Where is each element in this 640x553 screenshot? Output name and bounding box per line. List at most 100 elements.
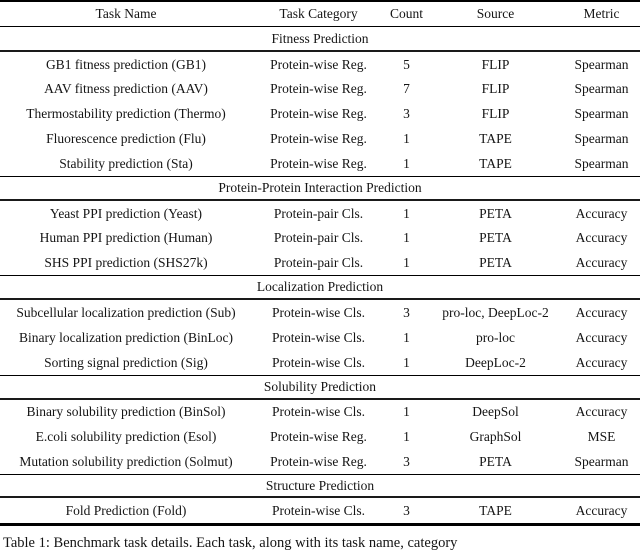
cell-metric: Accuracy (575, 205, 628, 221)
cell-metric: Spearman (574, 454, 629, 469)
cell-count: 5 (403, 56, 410, 72)
section-header-localization-prediction: Localization Prediction (0, 275, 640, 301)
cell-task-name: GB1 fitness prediction (GB1) (45, 56, 207, 72)
table-row: Fluorescence prediction (Flu) Protein-wi… (0, 126, 640, 151)
cell-task-category: Protein-wise Cls. (272, 502, 365, 518)
cell-task-name: Yeast PPI prediction (Yeast) (49, 205, 203, 221)
cell-task-category: Protein-wise Reg. (270, 429, 367, 445)
cell-metric: Accuracy (575, 230, 628, 246)
cell-task-category: Protein-wise Reg. (270, 131, 367, 147)
cell-source: TAPE (479, 502, 512, 518)
section-title: Localization Prediction (256, 279, 384, 295)
cell-task-category: Protein-wise Reg. (270, 81, 367, 97)
section-title: Protein-Protein Interaction Prediction (218, 179, 422, 195)
cell-metric: Accuracy (575, 404, 628, 420)
cell-metric: MSE (587, 429, 616, 445)
cell-source: DeepSol (472, 404, 519, 420)
cell-count: 3 (403, 305, 410, 321)
table-row: SHS PPI prediction (SHS27k) Protein-pair… (0, 251, 640, 276)
section-title: Structure Prediction (265, 477, 375, 493)
cell-task-name: Binary solubility prediction (BinSol) (26, 404, 226, 420)
cell-source: GraphSol (469, 429, 522, 445)
section-title: Solubility Prediction (263, 378, 377, 394)
column-header-task-name: Task Name (95, 6, 157, 22)
cell-source: PETA (479, 230, 512, 246)
cell-task-name: Fluorescence prediction (Flu) (46, 131, 206, 147)
cell-task-name: Subcellular localization prediction (Sub… (16, 305, 236, 321)
cell-task-category: Protein-pair Cls. (273, 255, 364, 271)
cell-source: pro-loc, DeepLoc-2 (442, 305, 549, 321)
table-row: Sorting signal prediction (Sig) Protein-… (0, 350, 640, 375)
cell-source: FLIP (481, 81, 510, 97)
cell-task-category: Protein-pair Cls. (273, 205, 364, 221)
cell-task-name: Mutation solubility prediction (Solmut) (19, 454, 233, 469)
cell-count: 1 (403, 205, 410, 221)
cell-task-name: E.coli solubility prediction (Esol) (35, 429, 217, 445)
cell-metric: Spearman (574, 155, 629, 171)
cell-count: 1 (403, 329, 410, 345)
cell-task-name: Sorting signal prediction (Sig) (44, 354, 208, 370)
cell-metric: Accuracy (575, 329, 628, 345)
cell-source: FLIP (481, 56, 510, 72)
section-header-ppi-prediction: Protein-Protein Interaction Prediction (0, 175, 640, 201)
cell-source: TAPE (479, 131, 512, 147)
cell-metric: Accuracy (575, 502, 628, 518)
cell-task-category: Protein-wise Reg. (270, 56, 367, 72)
table-row: GB1 fitness prediction (GB1) Protein-wis… (0, 52, 640, 77)
cell-task-name: Stability prediction (Sta) (59, 155, 193, 171)
table-row: Subcellular localization prediction (Sub… (0, 300, 640, 325)
cell-task-category: Protein-wise Reg. (270, 155, 367, 171)
cell-metric: Accuracy (575, 305, 628, 321)
column-header-source: Source (476, 6, 515, 22)
section-header-structure-prediction: Structure Prediction (0, 474, 640, 499)
cell-count: 1 (403, 354, 410, 370)
cell-source: DeepLoc-2 (465, 354, 526, 370)
benchmark-table: Task Name Task Category Count Source Met… (0, 0, 640, 526)
cell-task-name: SHS PPI prediction (SHS27k) (44, 255, 208, 271)
cell-source: PETA (479, 255, 512, 271)
cell-source: FLIP (481, 106, 510, 122)
cell-metric: Spearman (574, 56, 629, 72)
cell-task-category: Protein-wise Cls. (272, 354, 365, 370)
cell-metric: Accuracy (575, 354, 628, 370)
section-header-fitness-prediction: Fitness Prediction (0, 27, 640, 52)
cell-count: 7 (403, 81, 410, 97)
table-caption: Table 1: Benchmark task details. Each ta… (3, 535, 458, 551)
cell-count: 1 (403, 131, 410, 147)
cell-task-category: Protein-wise Cls. (272, 404, 365, 420)
cell-task-category: Protein-wise Cls. (272, 305, 365, 321)
cell-count: 1 (403, 404, 410, 420)
table-row: Fold Prediction (Fold) Protein-wise Cls.… (0, 498, 640, 523)
cell-task-category: Protein-wise Reg. (270, 106, 367, 122)
cell-task-name: AAV fitness prediction (AAV) (44, 81, 208, 97)
cell-metric: Spearman (574, 81, 629, 97)
cell-count: 1 (403, 230, 410, 246)
section-header-solubility-prediction: Solubility Prediction (0, 374, 640, 400)
cell-source: TAPE (479, 155, 512, 171)
cell-task-category: Protein-wise Cls. (272, 329, 365, 345)
table-row: Binary solubility prediction (BinSol) Pr… (0, 400, 640, 425)
cell-source: PETA (479, 205, 512, 221)
cell-count: 3 (403, 106, 410, 122)
cell-task-name: Binary localization prediction (BinLoc) (18, 329, 234, 345)
cell-count: 3 (403, 502, 410, 518)
cell-source: pro-loc (476, 329, 515, 345)
cell-metric: Spearman (574, 106, 629, 122)
table-row: AAV fitness prediction (AAV) Protein-wis… (0, 77, 640, 102)
table-header-row: Task Name Task Category Count Source Met… (0, 2, 640, 27)
cell-metric: Spearman (574, 131, 629, 147)
table-row: Thermostability prediction (Thermo) Prot… (0, 102, 640, 127)
column-header-count: Count (389, 6, 423, 22)
table-row: Yeast PPI prediction (Yeast) Protein-pai… (0, 201, 640, 226)
cell-task-name: Thermostability prediction (Thermo) (26, 106, 226, 122)
cell-count: 3 (403, 454, 410, 469)
section-title: Fitness Prediction (271, 30, 369, 46)
cell-count: 1 (403, 255, 410, 271)
cell-count: 1 (403, 429, 410, 445)
cell-metric: Accuracy (575, 255, 628, 271)
column-header-task-category: Task Category (279, 6, 358, 22)
cell-task-name: Human PPI prediction (Human) (39, 230, 213, 246)
table-row: E.coli solubility prediction (Esol) Prot… (0, 425, 640, 450)
table-row: Stability prediction (Sta) Protein-wise … (0, 151, 640, 176)
cell-task-category: Protein-wise Reg. (270, 454, 367, 469)
